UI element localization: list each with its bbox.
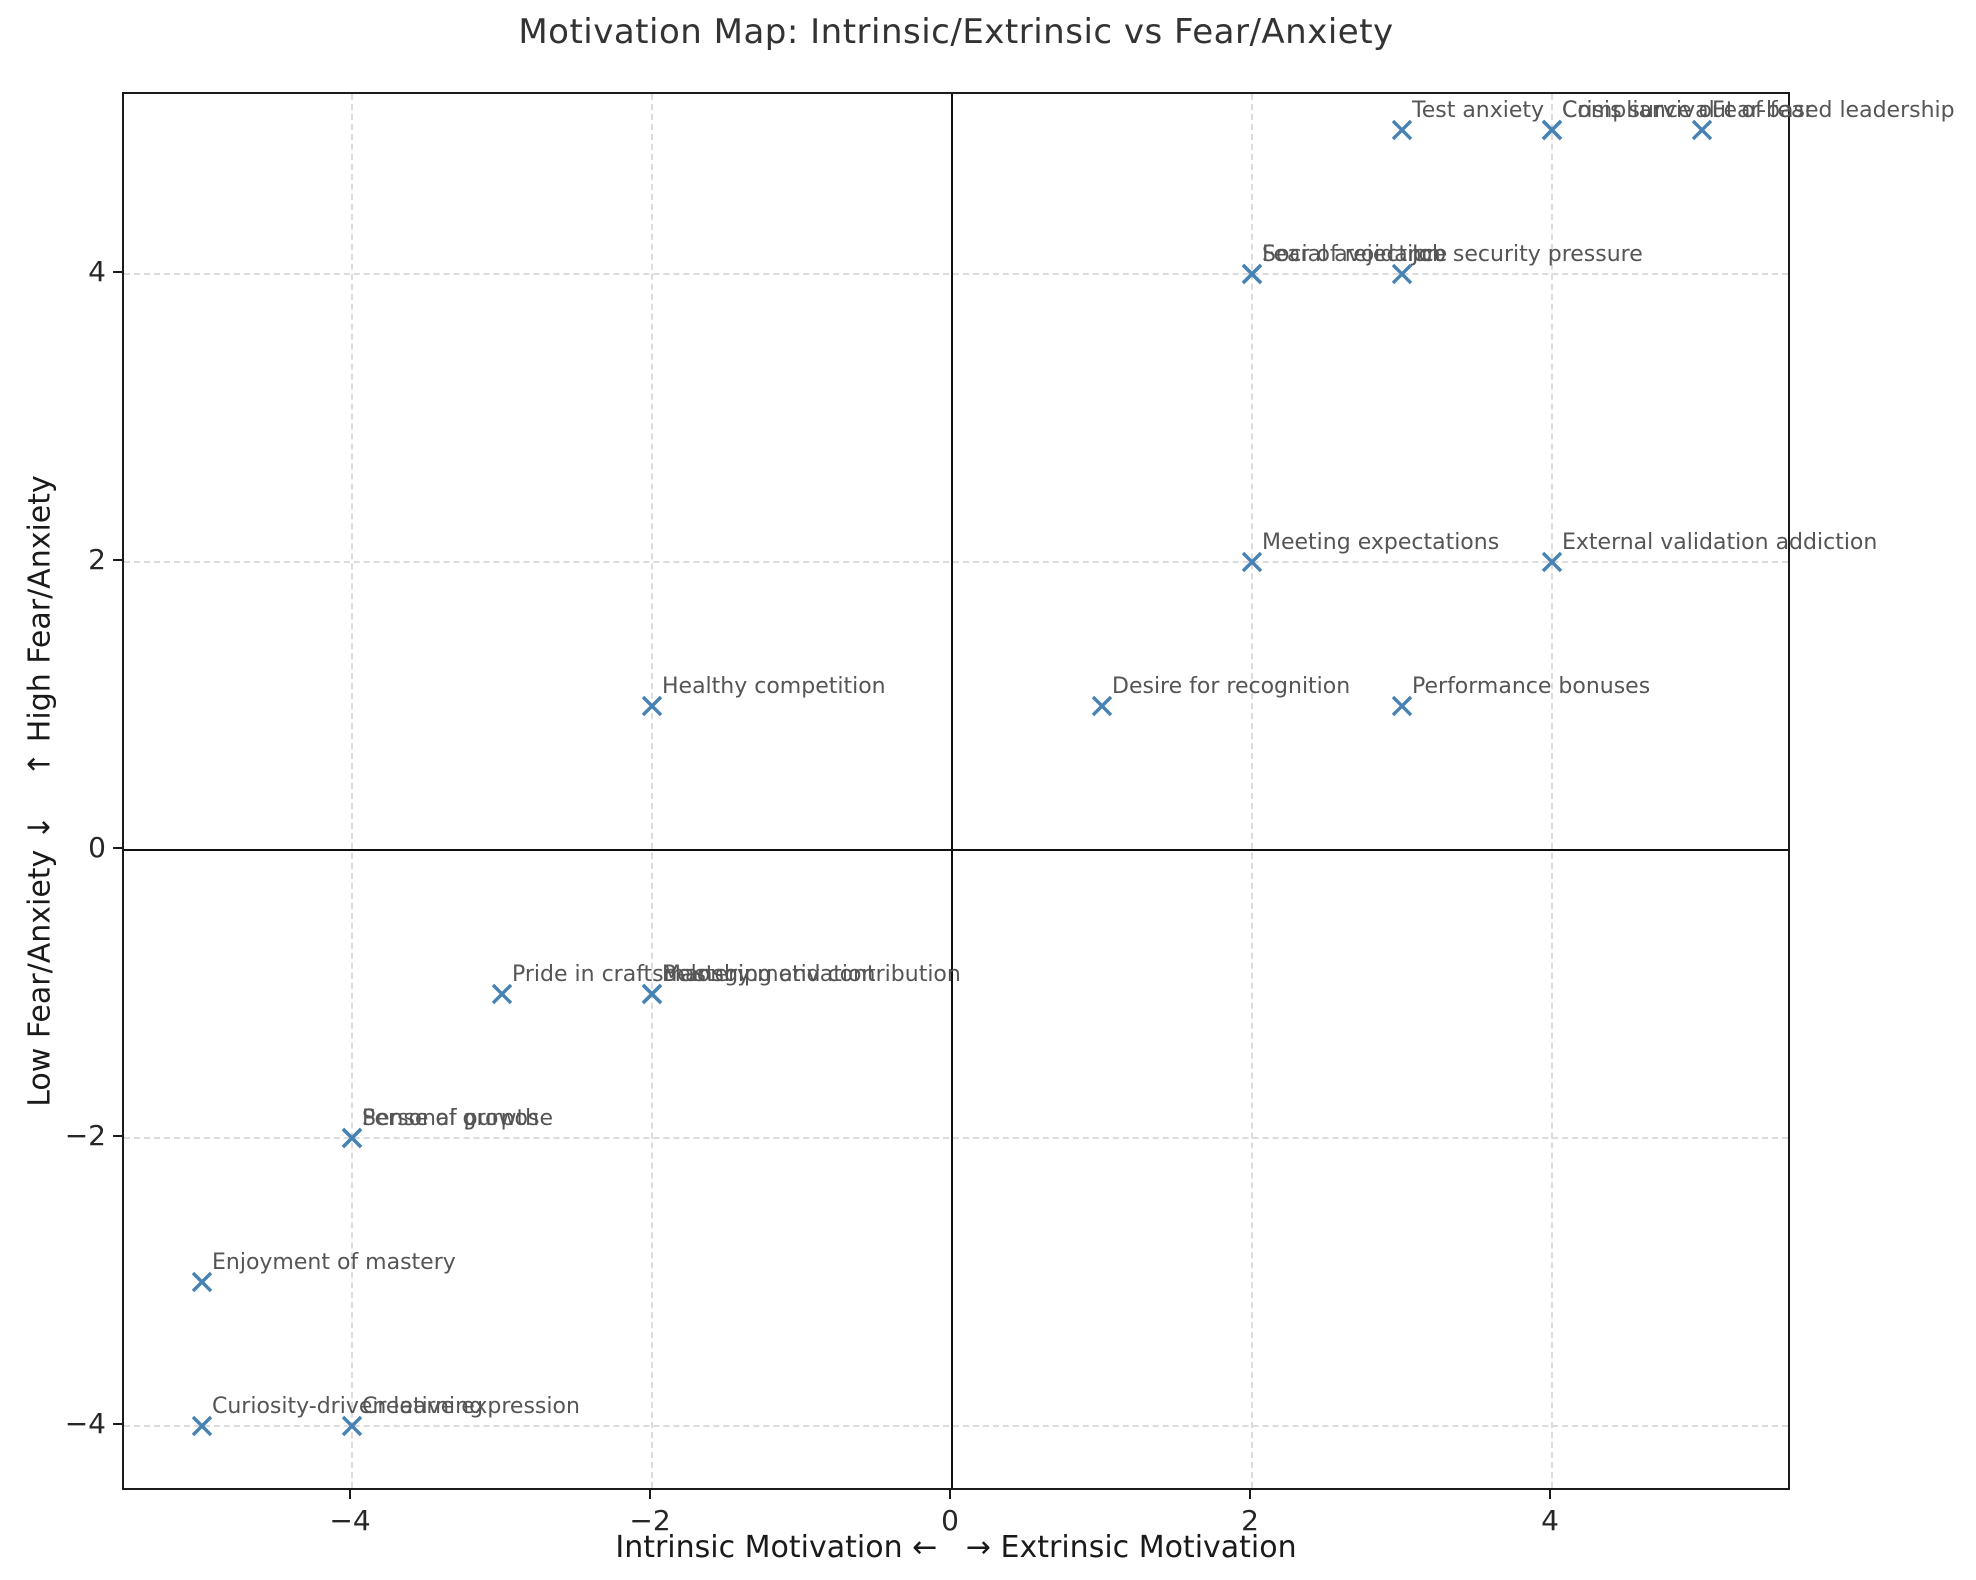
data-point-marker <box>1241 263 1263 285</box>
chart-title: Motivation Map: Intrinsic/Extrinsic vs F… <box>518 12 1394 52</box>
data-point-label: Crisis survival <box>1562 97 1715 123</box>
data-point-marker <box>191 1271 213 1293</box>
x-marker-icon <box>1241 263 1263 285</box>
gridline-y--4 <box>124 1424 1788 1427</box>
data-point-marker <box>341 1415 363 1437</box>
y-tick-mark-0 <box>113 846 122 849</box>
x-marker-icon <box>191 1415 213 1436</box>
x-tick-mark-4 <box>1549 1490 1551 1499</box>
x-marker-icon <box>1391 695 1413 717</box>
data-point-label: Curiosity-driven learning <box>212 1393 484 1419</box>
x-tick-mark-2 <box>1249 1490 1251 1499</box>
data-point-marker <box>491 983 513 1005</box>
data-point-marker <box>641 983 663 1005</box>
y-tick-mark--2 <box>113 1134 122 1137</box>
y-tick-label-4: 4 <box>88 254 106 288</box>
data-point-label: Healthy competition <box>662 673 886 699</box>
x-marker-icon <box>1541 551 1563 573</box>
y-tick-label--4: −4 <box>64 1406 106 1440</box>
data-point-marker <box>1391 263 1413 285</box>
data-point-label: Belonging and contribution <box>662 961 961 987</box>
x-tick-label-4: 4 <box>1541 1504 1559 1537</box>
x-marker-icon <box>641 983 663 1005</box>
x-marker-icon <box>1541 119 1563 141</box>
gridline-x--2 <box>651 94 653 1488</box>
data-point-marker <box>1691 119 1713 141</box>
data-point-label: Job security pressure <box>1412 241 1643 267</box>
plot-area: Test anxiety Crisis survival Compliance ou… <box>122 92 1955 1490</box>
data-point-label: Mastery motivation <box>662 961 876 987</box>
data-point-label: Performance bonuses <box>1412 673 1651 699</box>
x-tick-mark--2 <box>649 1490 651 1499</box>
gridline-y-2 <box>124 560 1788 563</box>
data-point-label: Pride in craftsmanship <box>512 961 758 987</box>
data-point-label: Sense of purpose <box>362 1105 554 1131</box>
data-point-label: Social avoidance <box>1262 241 1448 267</box>
x-tick-mark-0 <box>949 1490 951 1499</box>
gridline-x--4 <box>351 94 353 1488</box>
data-point-marker <box>1391 695 1413 717</box>
data-point-label: Desire for recognition <box>1112 673 1351 699</box>
data-point-label: External validation addiction <box>1562 529 1878 555</box>
data-point-marker <box>1241 551 1263 573</box>
gridline-x-4 <box>1551 94 1553 1488</box>
gridline-y--2 <box>124 1136 1788 1139</box>
x-marker-icon <box>1391 119 1413 141</box>
y-tick-mark--4 <box>113 1422 122 1425</box>
data-point-marker <box>641 695 663 717</box>
y-tick-label--2: −2 <box>64 1118 106 1152</box>
data-point-marker <box>191 1415 213 1437</box>
y-tick-label-0: 0 <box>88 830 106 864</box>
x-marker-icon <box>341 1127 363 1149</box>
gridline-x-2 <box>1251 94 1253 1488</box>
x-marker-icon <box>1691 119 1713 141</box>
x-axis-label: Intrinsic Motivation ← → Extrinsic Motiv… <box>615 1530 1297 1565</box>
x-marker-icon <box>341 1415 363 1436</box>
x-tick-label--2: −2 <box>629 1504 671 1537</box>
x-marker-icon <box>641 695 663 717</box>
gridline-y-4 <box>124 272 1788 275</box>
x-marker-icon <box>1391 263 1413 285</box>
y-tick-mark-2 <box>113 558 122 561</box>
y-tick-label-2: 2 <box>88 542 106 576</box>
y-tick-mark-4 <box>113 270 122 273</box>
x-marker-icon <box>491 983 513 1005</box>
data-point-label: Fear-based leadership <box>1712 97 1955 123</box>
data-point-marker <box>341 1127 363 1149</box>
data-point-marker <box>1091 695 1113 717</box>
x-tick-label-2: 2 <box>1241 1504 1259 1537</box>
x-tick-mark--4 <box>349 1490 351 1499</box>
data-point-marker <box>1541 551 1563 573</box>
data-point-label: Test anxiety <box>1412 97 1545 123</box>
data-point-marker <box>1391 119 1413 141</box>
x-marker-icon <box>1091 695 1113 717</box>
data-point-label: Compliance out of fear <box>1562 97 1814 123</box>
data-point-marker <box>1541 119 1563 141</box>
data-point-label: Meeting expectations <box>1262 529 1500 555</box>
y-zero-line <box>124 848 1788 851</box>
x-marker-icon <box>191 1271 213 1292</box>
x-zero-line <box>951 94 953 1488</box>
data-point-label: Enjoyment of mastery <box>212 1249 456 1275</box>
data-point-label: Creative expression <box>362 1393 580 1419</box>
x-tick-label--4: −4 <box>329 1504 371 1537</box>
data-point-label: Personal growth <box>362 1105 540 1131</box>
data-point-label: Fear of rejection <box>1262 241 1441 267</box>
x-tick-label-0: 0 <box>941 1504 959 1537</box>
x-marker-icon <box>1241 551 1263 573</box>
